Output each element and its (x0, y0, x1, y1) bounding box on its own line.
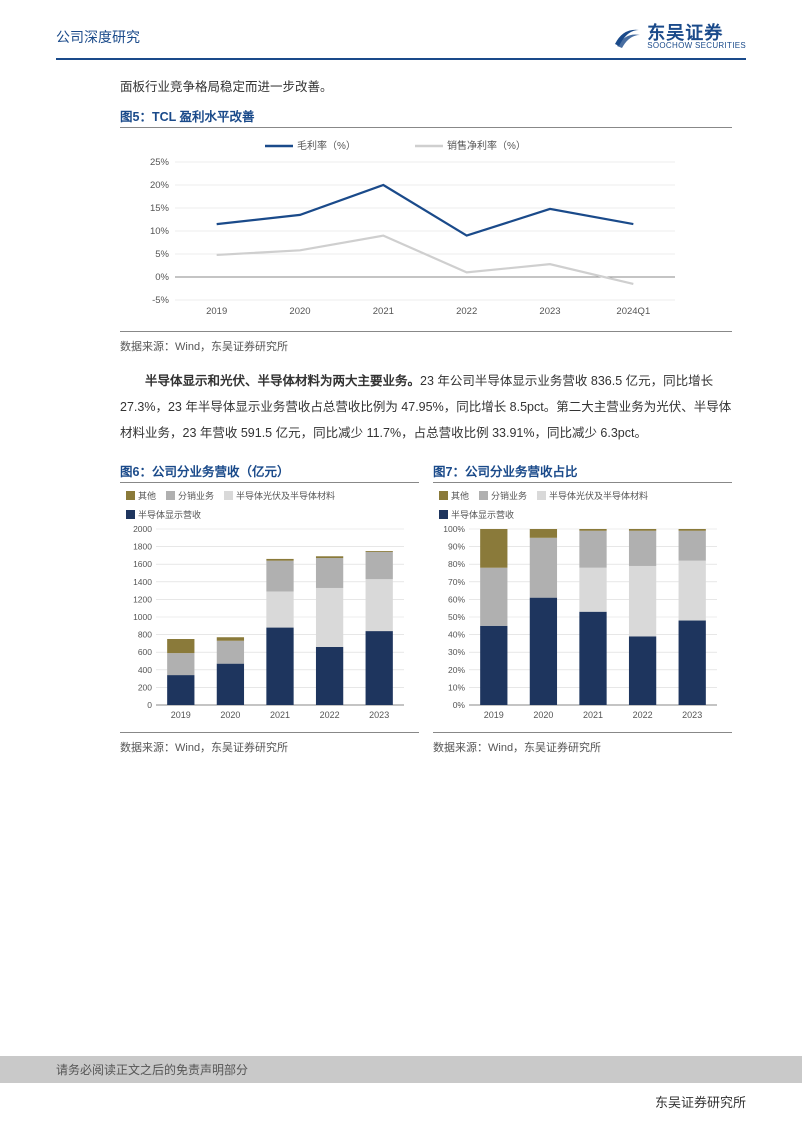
divider (433, 732, 732, 733)
svg-text:200: 200 (138, 682, 152, 692)
svg-text:50%: 50% (448, 612, 465, 622)
svg-text:2022: 2022 (320, 710, 340, 720)
svg-text:2023: 2023 (539, 306, 560, 317)
svg-text:2019: 2019 (206, 306, 227, 317)
svg-text:600: 600 (138, 647, 152, 657)
figure7-legend: 其他 分销业务 半导体光伏及半导体材料半导体显示营收 (439, 489, 732, 521)
svg-text:2022: 2022 (456, 306, 477, 317)
svg-text:90%: 90% (448, 541, 465, 551)
svg-text:2023: 2023 (682, 710, 702, 720)
legend-item: 分销业务 (166, 489, 214, 502)
svg-text:2019: 2019 (484, 710, 504, 720)
figure6-source: 数据来源：Wind，东吴证券研究所 (120, 739, 419, 755)
figure7-caption: 图7：公司分业务营收占比 (433, 461, 732, 480)
svg-text:60%: 60% (448, 594, 465, 604)
legend-label: 分销业务 (491, 489, 527, 502)
svg-text:20%: 20% (448, 664, 465, 674)
legend-item: 分销业务 (479, 489, 527, 502)
svg-text:0%: 0% (155, 272, 169, 283)
svg-text:2021: 2021 (583, 710, 603, 720)
svg-text:100%: 100% (443, 525, 465, 534)
legend-label: 其他 (138, 489, 156, 502)
legend-item: 其他 (439, 489, 469, 502)
footer-disclaimer-bar: 请务必阅读正文之后的免责声明部分 (0, 1056, 802, 1083)
legend-label: 半导体显示营收 (451, 508, 514, 521)
intro-line: 面板行业竞争格局稳定而进一步改善。 (120, 76, 732, 100)
legend-swatch (439, 491, 448, 500)
figure5-source: 数据来源：Wind，东吴证券研究所 (120, 338, 732, 354)
svg-text:2020: 2020 (220, 710, 240, 720)
svg-text:5%: 5% (155, 249, 169, 260)
svg-text:25%: 25% (150, 157, 170, 168)
figure6-legend: 其他 分销业务 半导体光伏及半导体材料半导体显示营收 (126, 489, 419, 521)
figure6-caption: 图6：公司分业务营收（亿元） (120, 461, 419, 480)
legend-label: 半导体光伏及半导体材料 (236, 489, 335, 502)
svg-text:1600: 1600 (133, 559, 152, 569)
svg-text:80%: 80% (448, 559, 465, 569)
figure5-caption: 图5：TCL 盈利水平改善 (120, 106, 732, 125)
svg-text:1000: 1000 (133, 612, 152, 622)
svg-text:10%: 10% (150, 226, 170, 237)
svg-text:0: 0 (147, 700, 152, 710)
legend-swatch (126, 510, 135, 519)
logo-cn: 东吴证券 (647, 24, 746, 42)
legend-item: 半导体光伏及半导体材料 (224, 489, 335, 502)
legend-swatch (439, 510, 448, 519)
svg-text:15%: 15% (150, 203, 170, 214)
svg-text:-5%: -5% (152, 295, 169, 306)
svg-text:2024Q1: 2024Q1 (616, 306, 650, 317)
figure7-source: 数据来源：Wind，东吴证券研究所 (433, 739, 732, 755)
svg-text:70%: 70% (448, 576, 465, 586)
footer-org: 东吴证券研究所 (655, 1092, 746, 1111)
divider (120, 482, 419, 483)
svg-text:400: 400 (138, 664, 152, 674)
svg-text:2022: 2022 (633, 710, 653, 720)
svg-text:10%: 10% (448, 682, 465, 692)
legend-label: 半导体显示营收 (138, 508, 201, 521)
figure6-chart: 0 200 400 600 800 1000 1200 1400 1600 1800 2000 201… (120, 525, 419, 730)
svg-text:30%: 30% (448, 647, 465, 657)
divider (120, 732, 419, 733)
legend-swatch (537, 491, 546, 500)
legend-swatch (166, 491, 175, 500)
divider (120, 127, 732, 128)
divider (120, 331, 732, 332)
legend-item: 其他 (126, 489, 156, 502)
doc-category: 公司深度研究 (56, 27, 140, 47)
paragraph-2: 半导体显示和光伏、半导体材料为两大主要业务。23 年公司半导体显示业务营收 83… (120, 368, 732, 447)
para2-bold: 半导体显示和光伏、半导体材料为两大主要业务。 (145, 374, 420, 388)
figure7-chart: 0% 10% 20% 30% 40% 50% 60% 70% 80% 90% 100% 2019 202… (433, 525, 732, 730)
legend-label: 其他 (451, 489, 469, 502)
svg-text:毛利率（%）: 毛利率（%） (297, 139, 356, 152)
brand-logo: 东吴证券 SOOCHOW SECURITIES (613, 24, 746, 50)
divider (433, 482, 732, 483)
svg-text:1400: 1400 (133, 576, 152, 586)
svg-text:40%: 40% (448, 629, 465, 639)
swoosh-icon (613, 24, 641, 50)
svg-text:2023: 2023 (369, 710, 389, 720)
legend-swatch (479, 491, 488, 500)
svg-text:800: 800 (138, 629, 152, 639)
svg-text:2019: 2019 (171, 710, 191, 720)
legend-swatch (126, 491, 135, 500)
legend-label: 分销业务 (178, 489, 214, 502)
legend-item: 半导体显示营收 (126, 508, 201, 521)
svg-text:20%: 20% (150, 180, 170, 191)
svg-text:2021: 2021 (373, 306, 394, 317)
svg-text:2000: 2000 (133, 525, 152, 534)
legend-swatch (224, 491, 233, 500)
legend-item: 半导体光伏及半导体材料 (537, 489, 648, 502)
svg-text:销售净利率（%）: 销售净利率（%） (447, 139, 526, 152)
legend-label: 半导体光伏及半导体材料 (549, 489, 648, 502)
svg-text:0%: 0% (453, 700, 466, 710)
svg-text:1200: 1200 (133, 594, 152, 604)
svg-text:2020: 2020 (289, 306, 310, 317)
svg-text:2020: 2020 (533, 710, 553, 720)
legend-item: 半导体显示营收 (439, 508, 514, 521)
logo-en: SOOCHOW SECURITIES (647, 42, 746, 50)
footer-disclaimer: 请务必阅读正文之后的免责声明部分 (56, 1063, 248, 1077)
figure5-chart: 毛利率（%） 销售净利率（%） -5% 0% 5% 10% 15% 20% 25% 2019 202… (120, 134, 732, 329)
svg-text:1800: 1800 (133, 541, 152, 551)
svg-text:2021: 2021 (270, 710, 290, 720)
